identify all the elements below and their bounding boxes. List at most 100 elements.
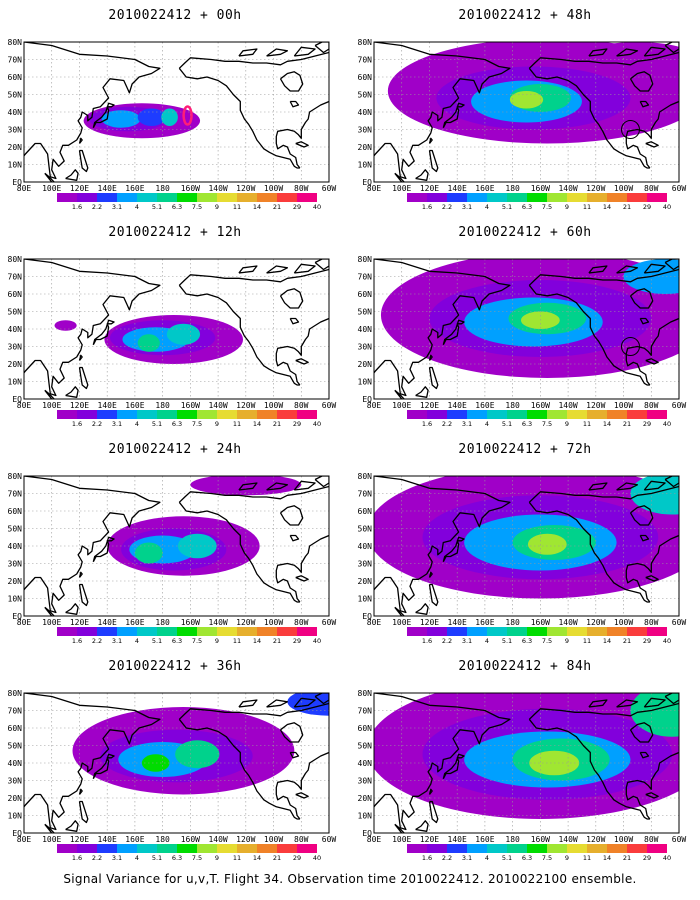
coastline — [374, 476, 511, 614]
coastline — [629, 288, 654, 309]
coastline — [629, 722, 654, 743]
colorbar-swatch — [567, 193, 587, 202]
coastline — [178, 485, 329, 503]
colorbar-swatch — [507, 410, 527, 419]
colorbar-label: 14 — [603, 420, 611, 428]
colorbar-label: 3.1 — [112, 854, 122, 862]
colorbar-label: 2.2 — [442, 203, 452, 211]
lon-tick-label: 120W — [586, 835, 605, 844]
colorbar-swatch — [257, 627, 277, 636]
colorbar-swatch — [197, 193, 217, 202]
colorbar-label: 11 — [583, 637, 591, 645]
panel-title: 2010022412 + 12h — [108, 225, 242, 240]
coastline — [314, 259, 329, 271]
colorbar-label: 5.1 — [502, 637, 512, 645]
coastline — [92, 319, 115, 346]
coastline — [428, 149, 439, 173]
colorbar-label: 3.1 — [462, 420, 472, 428]
coastline — [528, 51, 679, 69]
coastline — [629, 71, 654, 92]
colorbar-label: 6.3 — [172, 637, 182, 645]
lon-tick-label: 80W — [644, 401, 659, 410]
lon-tick-label: 160W — [531, 184, 550, 193]
coastline — [528, 702, 679, 720]
lat-tick-label: 20N — [358, 143, 373, 152]
colorbar-label: 3.1 — [112, 420, 122, 428]
lon-tick-label: 160W — [181, 618, 200, 627]
panel-title: 2010022412 + 00h — [108, 8, 242, 23]
variance-shade — [141, 754, 170, 772]
coastline — [65, 820, 79, 832]
lat-tick-label: 10N — [358, 161, 373, 170]
variance-shade — [581, 42, 679, 70]
colorbar-swatch — [647, 844, 667, 853]
lat-tick-label: 10N — [358, 595, 373, 604]
colorbar-swatch — [57, 627, 77, 636]
colorbar-label: 7.5 — [542, 420, 552, 428]
colorbar-swatch — [587, 193, 607, 202]
colorbar-label: 29 — [643, 420, 651, 428]
coastline — [664, 42, 679, 54]
colorbar-label: 4 — [485, 203, 489, 211]
map-frame — [373, 692, 680, 834]
lon-tick-label: 60W — [322, 401, 337, 410]
colorbar-label: 11 — [233, 854, 241, 862]
lat-tick-label: 80N — [8, 689, 23, 698]
lat-tick-label: 20N — [358, 360, 373, 369]
lat-tick-label: 60N — [8, 290, 23, 299]
map-panel: 2010022412 + 12h 80E 100E 120E 140E 160E 180 16… — [0, 217, 350, 435]
lat-tick-label: 70N — [358, 490, 373, 499]
colorbar-swatch — [57, 410, 77, 419]
colorbar-label: 14 — [253, 203, 261, 211]
lat-tick-label: 50N — [358, 525, 373, 534]
colorbar-swatch — [137, 627, 157, 636]
coastline — [428, 788, 433, 795]
colorbar-swatch — [77, 410, 97, 419]
coastline — [639, 100, 650, 108]
lon-tick-label: 80E — [367, 618, 382, 627]
colorbar-swatch — [177, 844, 197, 853]
lat-tick-label: 30N — [8, 343, 23, 352]
coastline — [625, 100, 679, 169]
colorbar-label: 6.3 — [522, 854, 532, 862]
colorbar-label: 21 — [273, 854, 281, 862]
lon-tick-label: 140W — [558, 618, 577, 627]
coastline — [24, 693, 161, 831]
colorbar-label: 6.3 — [522, 420, 532, 428]
colorbar-swatch — [467, 844, 487, 853]
colorbar-swatch — [427, 844, 447, 853]
lon-tick-label: 160W — [531, 618, 550, 627]
map-frame — [23, 258, 330, 400]
lat-tick-label: 40N — [8, 759, 23, 768]
lat-tick-label: 20N — [358, 794, 373, 803]
lat-tick-label: EQ — [362, 612, 372, 621]
lon-tick-label: 160E — [125, 835, 144, 844]
coastline — [394, 606, 406, 616]
colorbar-label: 3.1 — [462, 637, 472, 645]
lon-tick-label: 180 — [155, 618, 170, 627]
map-panel: 2010022412 + 72h 80E 100E 120E 140E 160E 180 16… — [350, 434, 700, 652]
colorbar-swatch — [547, 844, 567, 853]
coastline — [588, 265, 608, 274]
colorbar-label: 29 — [293, 637, 301, 645]
lat-tick-label: 20N — [8, 577, 23, 586]
lat-tick-label: 50N — [8, 91, 23, 100]
lon-tick-label: 160E — [125, 618, 144, 627]
colorbar-swatch — [277, 627, 297, 636]
colorbar-label: 7.5 — [192, 203, 202, 211]
coastline — [442, 753, 465, 780]
coastline — [645, 141, 659, 148]
lon-tick-label: 100E — [392, 184, 411, 193]
colorbar-swatch — [117, 844, 137, 853]
colorbar-swatch — [607, 627, 627, 636]
coastline — [442, 102, 465, 129]
lon-tick-label: 140E — [448, 618, 467, 627]
lon-tick-label: 140E — [448, 184, 467, 193]
colorbar-swatch — [197, 410, 217, 419]
coastline — [92, 753, 115, 780]
colorbar-swatch — [507, 627, 527, 636]
map-frame — [23, 692, 330, 834]
coastline — [616, 265, 639, 274]
colorbar-swatch — [547, 410, 567, 419]
lon-tick-label: 160W — [181, 835, 200, 844]
